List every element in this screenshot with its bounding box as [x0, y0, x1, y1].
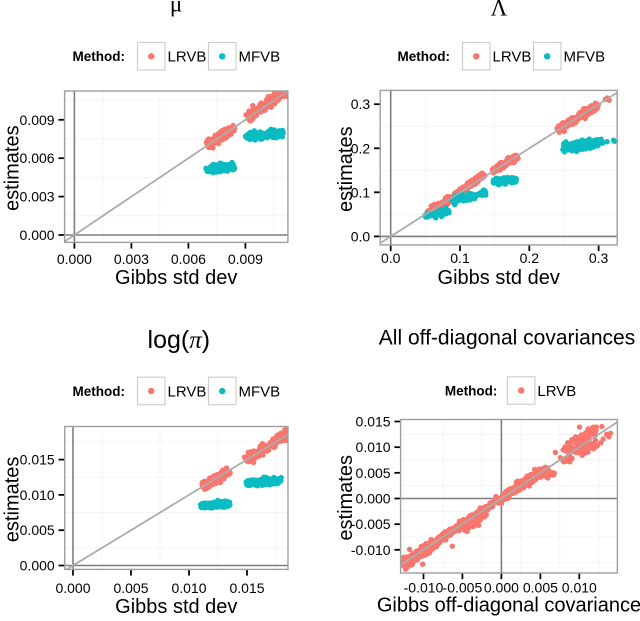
svg-text:0.010: 0.010	[562, 580, 597, 596]
svg-text:0.010: 0.010	[20, 487, 55, 503]
svg-text:0.005: 0.005	[356, 465, 391, 481]
svg-text:-0.010: -0.010	[351, 542, 391, 558]
svg-text:0.0: 0.0	[381, 250, 401, 266]
svg-text:0.000: 0.000	[484, 580, 519, 596]
svg-text:0.015: 0.015	[356, 414, 391, 430]
svg-text:0.010: 0.010	[356, 439, 391, 455]
svg-text:Gibbs std dev: Gibbs std dev	[438, 267, 560, 289]
svg-text:estimates: estimates	[335, 455, 357, 541]
svg-text:-0.005: -0.005	[443, 580, 483, 596]
svg-text:0.006: 0.006	[171, 251, 206, 267]
svg-text:0.000: 0.000	[20, 558, 55, 574]
svg-text:0.009: 0.009	[20, 112, 55, 128]
svg-text:estimates: estimates	[335, 126, 357, 212]
svg-text:Gibbs off-diagonal covariance: Gibbs off-diagonal covariance	[377, 594, 640, 616]
svg-text:estimates: estimates	[2, 125, 24, 211]
svg-text:0.3: 0.3	[351, 96, 371, 112]
svg-text:0.003: 0.003	[20, 189, 55, 205]
svg-text:0.015: 0.015	[229, 580, 264, 596]
svg-text:0.000: 0.000	[356, 491, 391, 507]
svg-text:0.009: 0.009	[228, 251, 263, 267]
svg-text:0.1: 0.1	[450, 250, 470, 266]
svg-text:0.005: 0.005	[113, 580, 148, 596]
svg-text:LRVB: LRVB	[168, 49, 207, 66]
svg-text:0.006: 0.006	[20, 150, 55, 166]
svg-text:MFVB: MFVB	[239, 49, 281, 66]
svg-text:-0.010: -0.010	[404, 580, 444, 596]
svg-text:0.010: 0.010	[171, 580, 206, 596]
svg-text:0.005: 0.005	[20, 522, 55, 538]
svg-text:Gibbs std dev: Gibbs std dev	[115, 267, 237, 289]
svg-text:0.003: 0.003	[114, 251, 149, 267]
svg-text:0.000: 0.000	[20, 227, 55, 243]
svg-text:0.015: 0.015	[20, 452, 55, 468]
svg-text:0.0: 0.0	[351, 228, 371, 244]
svg-text:0.005: 0.005	[523, 580, 558, 596]
svg-text:0.2: 0.2	[520, 250, 540, 266]
svg-text:0.000: 0.000	[57, 251, 92, 267]
svg-text:0.3: 0.3	[589, 250, 609, 266]
svg-text:Gibbs std dev: Gibbs std dev	[115, 596, 237, 616]
svg-text:estimates: estimates	[2, 457, 24, 543]
svg-text:Method:: Method:	[73, 49, 125, 64]
svg-text:0.000: 0.000	[55, 580, 90, 596]
